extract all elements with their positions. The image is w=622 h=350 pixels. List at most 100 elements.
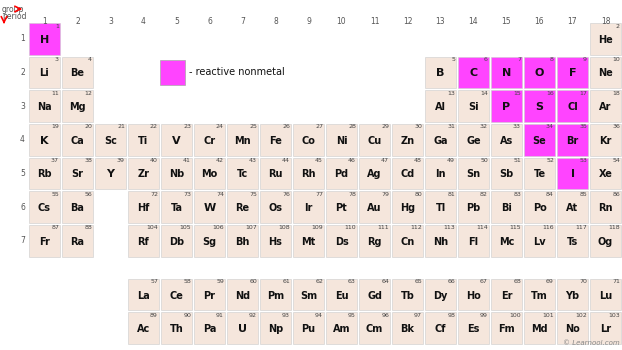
Text: Na: Na [37,102,52,112]
Text: 98: 98 [447,313,455,318]
Text: Er: Er [501,290,513,301]
Bar [194,279,225,310]
Text: Be: Be [70,69,85,78]
Bar [590,225,621,257]
Bar [326,158,357,189]
Text: Ir: Ir [304,203,313,213]
Text: 68: 68 [513,279,521,284]
Bar [293,191,324,223]
Text: Db: Db [169,237,184,247]
Bar [29,191,60,223]
Text: V: V [172,136,181,146]
Bar [260,158,291,189]
Text: 19: 19 [51,125,59,130]
Text: 61: 61 [282,279,290,284]
Bar [491,57,522,88]
Bar [260,225,291,257]
Bar [392,124,423,156]
Text: 7: 7 [240,17,245,26]
Bar [62,225,93,257]
Bar [590,158,621,189]
Text: 30: 30 [414,125,422,130]
Text: 6: 6 [207,17,212,26]
Text: 104: 104 [146,225,158,230]
Text: - reactive nonmetal: - reactive nonmetal [188,68,284,77]
Bar [425,279,456,310]
Text: Gd: Gd [367,290,382,301]
Text: 13: 13 [435,17,445,26]
Bar [524,57,555,88]
Text: 84: 84 [546,192,554,197]
Text: Se: Se [532,136,546,146]
Text: 21: 21 [117,125,125,130]
Bar [260,124,291,156]
Text: 106: 106 [212,225,224,230]
Bar [227,191,258,223]
Bar [128,158,159,189]
Bar [557,312,588,344]
Bar [425,312,456,344]
Text: Mt: Mt [302,237,315,247]
Bar [128,191,159,223]
Bar [161,279,192,310]
Text: 62: 62 [315,279,323,284]
Text: Ag: Ag [367,169,382,180]
Text: Eu: Eu [335,290,348,301]
Text: 28: 28 [348,125,356,130]
Text: 73: 73 [183,192,191,197]
Text: 96: 96 [381,313,389,318]
Text: 20: 20 [84,125,92,130]
Text: Ho: Ho [466,290,481,301]
Text: Yb: Yb [565,290,580,301]
Text: 18: 18 [612,91,620,96]
Text: 45: 45 [315,158,323,163]
Bar [62,158,93,189]
Text: 65: 65 [414,279,422,284]
Text: Sb: Sb [499,169,514,180]
Text: 78: 78 [348,192,356,197]
Text: 22: 22 [150,125,158,130]
Text: Li: Li [40,69,49,78]
Text: 111: 111 [378,225,389,230]
Text: 87: 87 [51,225,59,230]
Text: 9: 9 [306,17,311,26]
Bar [590,90,621,122]
Text: K: K [40,136,49,146]
Text: Rb: Rb [37,169,52,180]
Text: Fm: Fm [498,324,515,334]
Text: Re: Re [236,203,249,213]
Bar [491,90,522,122]
Bar [392,279,423,310]
Text: 5: 5 [174,17,179,26]
Text: 70: 70 [579,279,587,284]
Text: Bh: Bh [235,237,249,247]
Text: Pt: Pt [336,203,347,213]
Bar [425,90,456,122]
Bar [95,158,126,189]
Text: 115: 115 [509,225,521,230]
Text: Fr: Fr [39,237,50,247]
Bar [128,279,159,310]
Text: Pr: Pr [203,290,215,301]
Text: Bi: Bi [501,203,512,213]
Text: Pd: Pd [335,169,348,180]
Text: 97: 97 [414,313,422,318]
Text: 12: 12 [403,17,412,26]
Bar [29,225,60,257]
Text: Sn: Sn [466,169,481,180]
Text: 3: 3 [55,57,59,62]
Text: Br: Br [567,136,578,146]
Text: 91: 91 [216,313,224,318]
Text: 6: 6 [20,203,25,211]
Text: 37: 37 [51,158,59,163]
Text: 7: 7 [517,57,521,62]
Text: Mn: Mn [234,136,251,146]
Text: Fl: Fl [468,237,478,247]
Bar [491,225,522,257]
Text: 113: 113 [443,225,455,230]
Bar [524,191,555,223]
Text: 55: 55 [51,192,59,197]
Text: Xe: Xe [598,169,613,180]
Text: N: N [502,69,511,78]
Bar [227,124,258,156]
